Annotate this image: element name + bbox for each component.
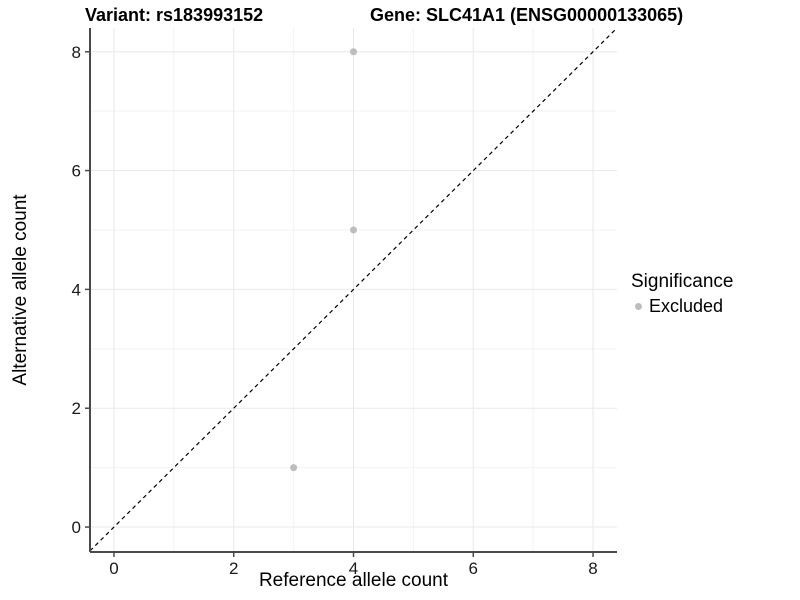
legend-item-excluded: Excluded	[631, 296, 733, 317]
y-tick-label: 2	[72, 399, 81, 418]
variant-title: Variant: rs183993152	[85, 5, 264, 25]
y-tick-label: 6	[72, 162, 81, 181]
x-tick-label: 4	[349, 559, 358, 578]
data-point	[350, 226, 357, 234]
legend-title: Significance	[631, 271, 734, 292]
y-axis-title: Alternative allele count	[10, 194, 31, 386]
identity-reference-line	[89, 27, 618, 552]
x-axis-title: Reference allele count	[258, 570, 449, 591]
gene-title: Gene: SLC41A1 (ENSG00000133065)	[370, 5, 684, 25]
x-tick-label: 0	[109, 559, 118, 578]
legend: Significance Excluded	[631, 271, 733, 317]
x-tick-label: 8	[588, 559, 597, 578]
y-tick-label: 4	[72, 280, 81, 299]
legend-item-label: Excluded	[649, 296, 724, 316]
y-tick-label: 0	[72, 518, 81, 537]
data-point	[290, 464, 298, 472]
data-point	[350, 48, 357, 56]
x-tick-label: 2	[229, 559, 238, 578]
x-tick-label: 6	[469, 559, 478, 578]
y-tick-label: 8	[72, 43, 81, 62]
excluded-point-icon	[635, 303, 642, 310]
